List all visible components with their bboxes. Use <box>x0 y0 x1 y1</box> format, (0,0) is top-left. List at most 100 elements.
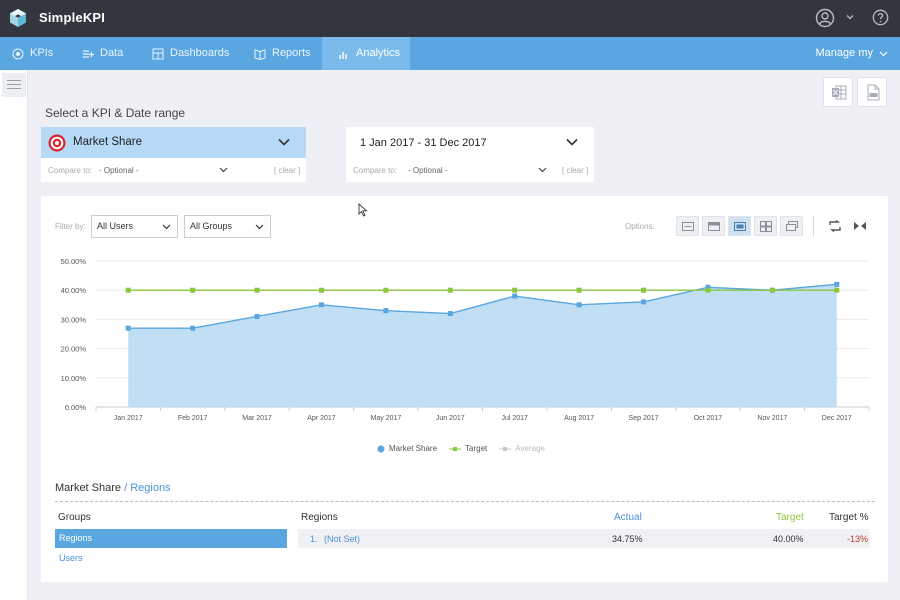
group-item-users[interactable]: Users <box>59 553 83 563</box>
target-icon <box>48 134 66 152</box>
target-point <box>190 287 196 293</box>
legend-item-average[interactable]: Average <box>499 444 545 453</box>
nav-item-analytics[interactable]: Analytics <box>322 37 410 70</box>
legend-item-market-share[interactable]: Market Share <box>377 444 437 453</box>
chevron-down-icon[interactable] <box>538 167 547 173</box>
legend-dot-icon <box>377 445 385 452</box>
view-option-4-button[interactable] <box>754 216 777 236</box>
market-share-point <box>576 302 582 308</box>
users-filter-dropdown[interactable]: All Users <box>91 215 178 238</box>
x-tick-label: Mar 2017 <box>242 415 272 422</box>
analytics-icon <box>339 51 347 59</box>
excel-icon <box>832 85 847 100</box>
x-tick-label: Jan 2017 <box>114 415 143 422</box>
nav-item-data[interactable]: Data <box>82 37 123 70</box>
nav-item-reports[interactable]: Reports <box>254 37 311 70</box>
market-share-point <box>383 308 389 314</box>
chart-legend: Market Share Target Average <box>377 444 545 453</box>
nav-item-label: Data <box>100 47 124 59</box>
column-header-target[interactable]: Target <box>776 512 804 523</box>
compare-to-label: Compare to: <box>353 166 398 175</box>
dashboard-icon <box>152 48 164 59</box>
collapse-button[interactable] <box>849 216 871 236</box>
nav-item-dashboards[interactable]: Dashboards <box>152 37 229 70</box>
row-target-pct: -13% <box>847 534 869 544</box>
target-point <box>318 287 324 293</box>
left-sidebar <box>0 70 28 600</box>
kpi-clear-link[interactable]: [ clear ] <box>274 166 301 175</box>
view-option-3-button[interactable] <box>728 216 751 236</box>
breadcrumb-regions[interactable]: / Regions <box>121 482 171 494</box>
y-tick-label: 20.00% <box>61 345 87 354</box>
nav-item-kpis[interactable]: KPIs <box>12 37 59 70</box>
y-tick-label: 10.00% <box>61 374 87 383</box>
main-nav: KPIs Data Dashboards Reports Analytics M… <box>0 37 900 70</box>
export-excel-button[interactable] <box>823 77 853 107</box>
market-share-point <box>641 299 647 305</box>
group-item-regions[interactable]: Regions <box>55 529 287 548</box>
layout-grid-icon <box>760 221 772 232</box>
target-point <box>834 287 840 293</box>
x-tick-label: May 2017 <box>371 415 402 422</box>
chart-card: Filter by: All Users All Groups Options:… <box>41 196 888 582</box>
column-header-actual[interactable]: Actual <box>614 512 642 523</box>
x-tick-label: Dec 2017 <box>822 415 852 422</box>
target-point <box>254 287 260 293</box>
chevron-down-icon[interactable] <box>219 167 228 173</box>
groups-filter-dropdown[interactable]: All Groups <box>184 215 271 238</box>
kpi-compare-dropdown[interactable]: - Optional - <box>99 166 139 175</box>
manage-menu[interactable]: Manage my <box>816 37 888 70</box>
view-option-2-button[interactable] <box>702 216 725 236</box>
date-range-dropdown[interactable]: 1 Jan 2017 - 31 Dec 2017 <box>346 127 594 158</box>
view-option-5-button[interactable] <box>780 216 803 236</box>
refresh-button[interactable] <box>824 216 846 236</box>
market-share-point <box>125 325 131 331</box>
chevron-down-icon[interactable] <box>845 12 855 22</box>
kpi-dropdown[interactable]: Market Share <box>41 127 306 158</box>
filter-by-label: Filter by: <box>55 222 86 231</box>
y-tick-label: 40.00% <box>61 286 87 295</box>
target-point <box>705 287 711 293</box>
breadcrumb-kpi[interactable]: Market Share <box>55 482 122 494</box>
nav-item-label: Analytics <box>356 47 401 59</box>
x-tick-label: Oct 2017 <box>694 415 723 422</box>
target-point <box>383 287 389 293</box>
help-icon[interactable] <box>872 9 889 26</box>
target-point <box>641 287 647 293</box>
divider <box>55 501 875 502</box>
chevron-down-icon <box>162 224 171 230</box>
chevron-down-icon <box>566 138 578 146</box>
chevron-down-icon <box>255 224 264 230</box>
export-pdf-button[interactable] <box>857 77 887 107</box>
groups-header: Groups <box>58 512 91 523</box>
nav-item-label: Reports <box>272 47 311 59</box>
legend-square-icon <box>449 446 462 451</box>
nav-item-label: KPIs <box>30 47 54 59</box>
nav-item-label: Dashboards <box>170 47 230 59</box>
top-bar: SimpleKPI <box>0 0 900 37</box>
groups-filter-value: All Groups <box>190 221 233 231</box>
x-tick-label: Feb 2017 <box>178 415 208 422</box>
app-title: SimpleKPI <box>39 10 106 25</box>
user-account-icon[interactable] <box>815 8 835 28</box>
analytics-chart: 0.00% 10.00% 20.00% 30.00% 40.00% 50.00% Jan 2… <box>61 257 870 422</box>
data-entry-icon <box>83 49 94 58</box>
market-share-point <box>512 293 518 299</box>
view-option-1-button[interactable] <box>676 216 699 236</box>
x-tick-label: Aug 2017 <box>564 415 594 422</box>
row-actual: 34.75% <box>612 534 643 544</box>
y-tick-label: 0.00% <box>65 403 87 412</box>
row-name-link[interactable]: (Not Set) <box>324 534 361 544</box>
market-share-point <box>318 302 324 308</box>
date-compare-dropdown[interactable]: - Optional - <box>408 166 448 175</box>
date-clear-link[interactable]: [ clear ] <box>562 166 589 175</box>
reports-icon <box>254 48 266 60</box>
table-row <box>298 529 870 548</box>
legend-item-target[interactable]: Target <box>449 444 487 453</box>
x-tick-label: Jul 2017 <box>501 415 528 422</box>
hamburger-menu-icon[interactable] <box>2 73 26 97</box>
simplekpi-logo-icon[interactable] <box>9 8 27 28</box>
layout-stack-icon <box>786 221 798 231</box>
options-label: Options: <box>625 222 655 231</box>
column-header-target-pct[interactable]: Target % <box>829 512 869 523</box>
